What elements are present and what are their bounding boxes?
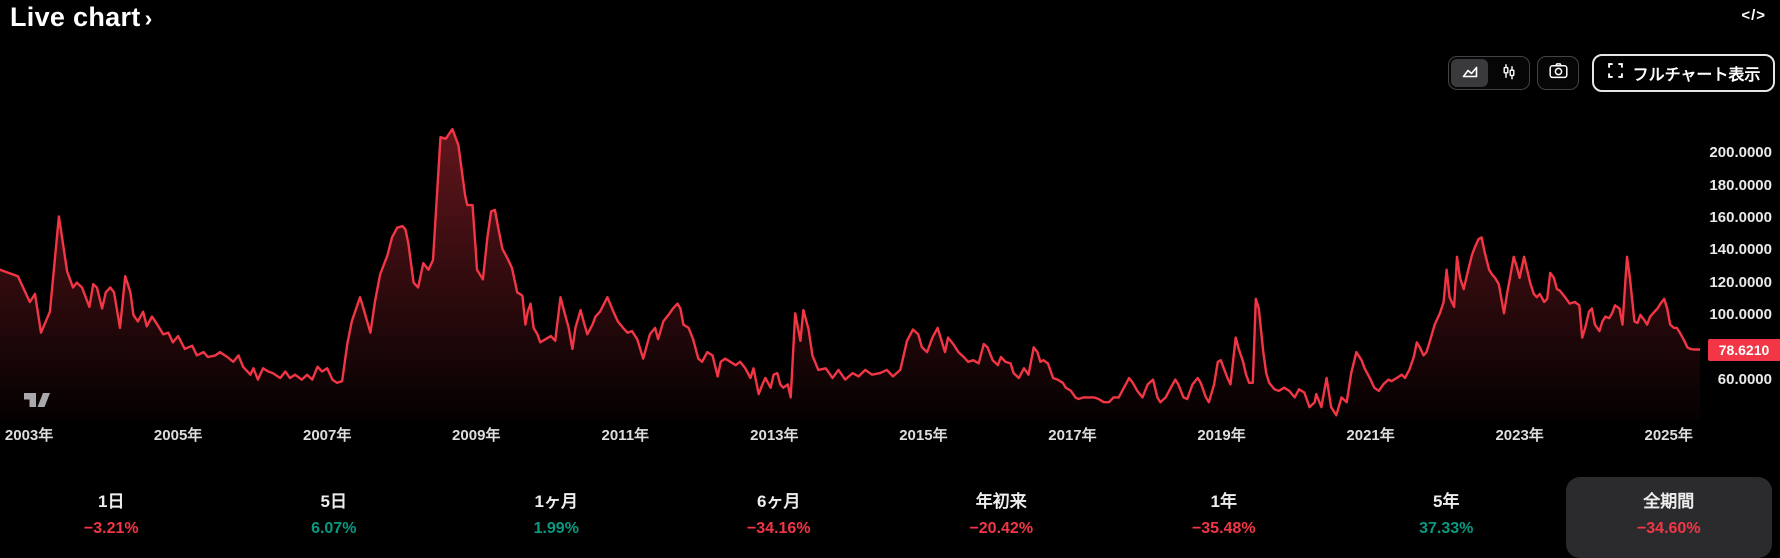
snapshot-button[interactable] <box>1537 56 1579 90</box>
period-button-1[interactable]: 1日 −3.21% <box>8 477 215 558</box>
period-label: 1日 <box>98 492 125 511</box>
period-label: 5日 <box>320 492 347 511</box>
area-chart-icon <box>1461 62 1479 85</box>
y-axis-label: 140.0000 <box>1709 241 1772 259</box>
y-axis-label: 120.0000 <box>1709 273 1772 291</box>
area-fill <box>0 129 1700 420</box>
period-button-8[interactable]: 全期間 −34.60% <box>1565 477 1772 558</box>
period-change-value: 1.99% <box>533 520 579 537</box>
period-label: 5年 <box>1433 492 1460 511</box>
price-area-chart <box>0 127 1702 420</box>
period-change-value: 37.33% <box>1419 520 1474 537</box>
page-title-text: Live chart <box>10 2 141 32</box>
period-label: 年初来 <box>975 492 1027 511</box>
period-change-value: −35.48% <box>1191 520 1256 537</box>
area-chart-type-button[interactable] <box>1451 59 1488 87</box>
chevron-right-icon: › <box>144 5 153 31</box>
period-label: 6ヶ月 <box>757 492 801 511</box>
x-axis-label: 2019年 <box>1197 427 1246 444</box>
last-price-badge: 78.6210 <box>1708 338 1780 361</box>
tradingview-logo[interactable] <box>24 389 50 412</box>
page-title[interactable]: Live chart › <box>10 2 153 33</box>
period-change-value: 6.07% <box>311 520 357 537</box>
fullscreen-icon <box>1607 62 1624 84</box>
period-button-7[interactable]: 5年 37.33% <box>1343 477 1550 558</box>
period-label: 全期間 <box>1643 492 1695 511</box>
camera-icon <box>1548 61 1569 85</box>
y-axis-label: 100.0000 <box>1709 305 1772 323</box>
period-change-value: −34.16% <box>746 520 811 537</box>
x-axis-label: 2023年 <box>1495 427 1544 444</box>
period-change-value: −34.60% <box>1636 520 1701 537</box>
x-axis-label: 2003年 <box>4 427 54 444</box>
period-button-5[interactable]: 年初来 −20.42% <box>898 477 1105 558</box>
y-axis-label: 200.0000 <box>1709 144 1772 162</box>
x-axis-label: 2007年 <box>302 427 352 444</box>
y-axis-label: 180.0000 <box>1709 176 1772 194</box>
candlestick-icon <box>1500 62 1518 85</box>
x-axis-label: 2021年 <box>1346 427 1395 444</box>
chart-pane[interactable] <box>0 100 1702 420</box>
price-line <box>0 127 1702 417</box>
x-axis-label: 2017年 <box>1048 427 1097 444</box>
y-axis-label: 160.0000 <box>1709 208 1772 226</box>
x-axis-label: 2009年 <box>452 427 501 444</box>
full-chart-button-label: フルチャート表示 <box>1632 67 1761 84</box>
period-label: 1ヶ月 <box>534 492 578 511</box>
x-axis-label: 2005年 <box>153 427 203 444</box>
period-change-value: −3.21% <box>83 520 139 537</box>
y-axis-label: 60.0000 <box>1717 370 1772 388</box>
x-axis-label: 2015年 <box>899 427 948 444</box>
period-label: 1年 <box>1210 492 1237 511</box>
period-button-4[interactable]: 6ヶ月 −34.16% <box>676 477 883 558</box>
period-change-value: −20.42% <box>969 520 1034 537</box>
candlestick-chart-type-button[interactable] <box>1490 59 1527 87</box>
period-button-3[interactable]: 1ヶ月 1.99% <box>453 477 660 558</box>
x-axis-label: 2011年 <box>601 427 650 444</box>
x-axis-label: 2013年 <box>750 427 799 444</box>
chart-type-toggle <box>1448 56 1530 90</box>
period-button-6[interactable]: 1年 −35.48% <box>1121 477 1328 558</box>
period-button-2[interactable]: 5日 6.07% <box>231 477 438 558</box>
x-axis-label: 2025年 <box>1644 427 1693 444</box>
full-chart-button[interactable]: フルチャート表示 <box>1592 54 1775 92</box>
embed-code-icon[interactable]: </> <box>1741 7 1766 24</box>
